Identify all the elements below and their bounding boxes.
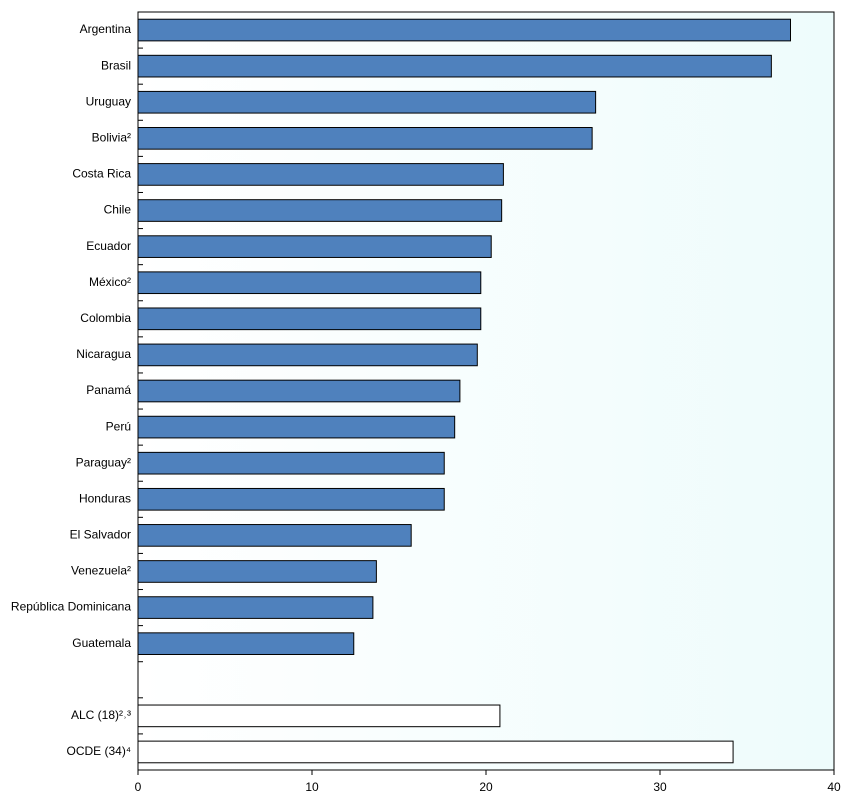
- y-tick-label: Chile: [104, 203, 132, 217]
- bar: [137, 307, 482, 331]
- y-tick-label: Colombia: [80, 311, 131, 325]
- y-tick-label: México²: [89, 275, 131, 289]
- bar: [137, 740, 734, 764]
- y-tick-label: Perú: [106, 419, 131, 433]
- bar: [137, 704, 501, 728]
- y-tick-label: El Salvador: [70, 528, 131, 542]
- bar: [137, 560, 377, 583]
- y-tick-label: Guatemala: [72, 636, 131, 650]
- y-tick-label: Costa Rica: [72, 167, 131, 181]
- bar: [137, 596, 374, 619]
- y-tick-label: OCDE (34)⁴: [67, 744, 132, 758]
- y-tick-label: Venezuela²: [71, 564, 131, 578]
- bar: [137, 18, 791, 42]
- bar: [137, 127, 593, 150]
- bar: [137, 235, 492, 258]
- y-tick-label: Paraguay²: [76, 455, 131, 469]
- x-tick-label: 0: [135, 780, 142, 794]
- y-tick-label: Bolivia²: [92, 131, 131, 145]
- y-tick-label: Ecuador: [86, 239, 131, 253]
- bar: [137, 163, 504, 186]
- bar: [137, 199, 503, 222]
- x-tick-label: 30: [653, 780, 667, 794]
- x-tick-label: 10: [305, 780, 319, 794]
- y-tick-label: Panamá: [86, 383, 131, 397]
- y-tick-label: República Dominicana: [11, 600, 131, 614]
- bar: [137, 487, 445, 511]
- x-tick-label: 20: [479, 780, 493, 794]
- bar: [137, 90, 597, 114]
- y-tick-label: Brasil: [101, 58, 131, 72]
- bar: [137, 271, 482, 295]
- y-tick-label: Honduras: [79, 491, 131, 505]
- bar: [137, 524, 412, 547]
- bar: [137, 415, 456, 439]
- y-tick-label: Argentina: [80, 22, 132, 36]
- bar: [137, 343, 478, 367]
- bar: [137, 54, 772, 78]
- bar: [137, 379, 461, 403]
- bar: [137, 451, 445, 475]
- x-tick-label: 40: [827, 780, 841, 794]
- bar: [137, 632, 355, 655]
- y-tick-label: Uruguay: [86, 94, 131, 108]
- y-tick-label: ALC (18)²˒³: [71, 708, 131, 722]
- y-tick-label: Nicaragua: [76, 347, 131, 361]
